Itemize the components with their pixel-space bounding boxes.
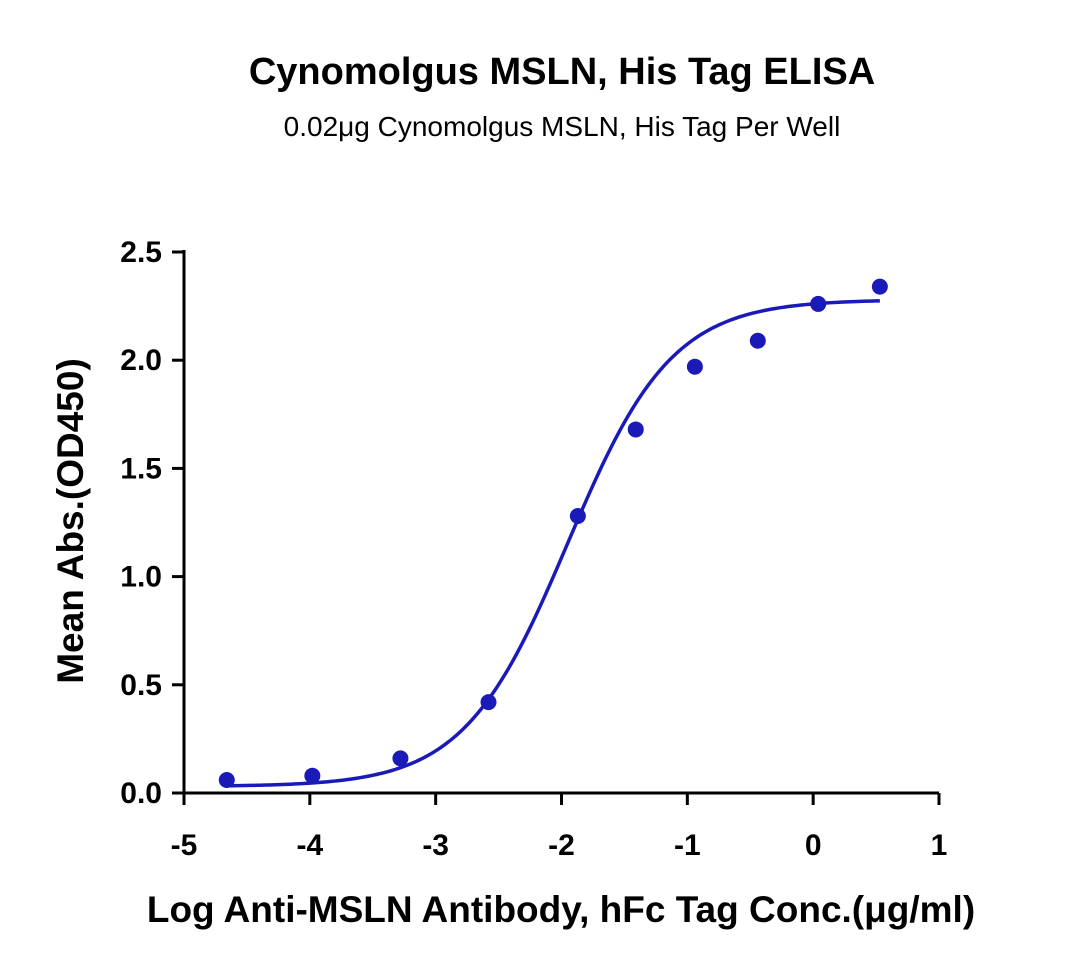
x-tick-label: -1 xyxy=(674,829,701,862)
data-point xyxy=(569,508,586,525)
x-axis-label: Log Anti-MSLN Antibody, hFc Tag Conc.(μg… xyxy=(147,889,975,930)
y-tick-label: 2.5 xyxy=(120,236,162,269)
y-tick-label: 2.0 xyxy=(120,344,162,377)
y-tick-label: 0.5 xyxy=(120,669,162,702)
chart-subtitle: 0.02μg Cynomolgus MSLN, His Tag Per Well xyxy=(284,111,841,142)
data-point xyxy=(810,295,827,312)
data-point xyxy=(627,421,644,438)
data-point xyxy=(871,278,888,295)
data-points xyxy=(218,278,888,789)
data-point xyxy=(749,332,766,349)
y-ticks: 0.0 0.5 1.0 1.5 2.0 2.5 xyxy=(120,236,184,810)
x-tick-label: 0 xyxy=(805,829,822,862)
chart-title: Cynomolgus MSLN, His Tag ELISA xyxy=(249,51,875,93)
axes xyxy=(182,250,939,795)
y-tick-label: 1.0 xyxy=(120,561,162,594)
fit-curve xyxy=(226,299,880,788)
x-tick-label: -5 xyxy=(171,829,198,862)
y-tick-label: 1.5 xyxy=(120,452,162,485)
x-tick-label: -3 xyxy=(422,829,449,862)
x-tick-label: 1 xyxy=(931,829,948,862)
data-point xyxy=(304,767,321,784)
data-point xyxy=(218,772,235,789)
data-point xyxy=(392,750,409,767)
y-axis-label: Mean Abs.(OD450) xyxy=(50,358,91,684)
x-tick-label: -4 xyxy=(296,829,323,862)
x-ticks: -5 -4 -3 -2 -1 0 1 xyxy=(171,793,948,862)
data-point xyxy=(480,694,497,711)
data-point xyxy=(686,358,703,375)
x-tick-label: -2 xyxy=(548,829,575,862)
y-tick-label: 0.0 xyxy=(120,777,162,810)
